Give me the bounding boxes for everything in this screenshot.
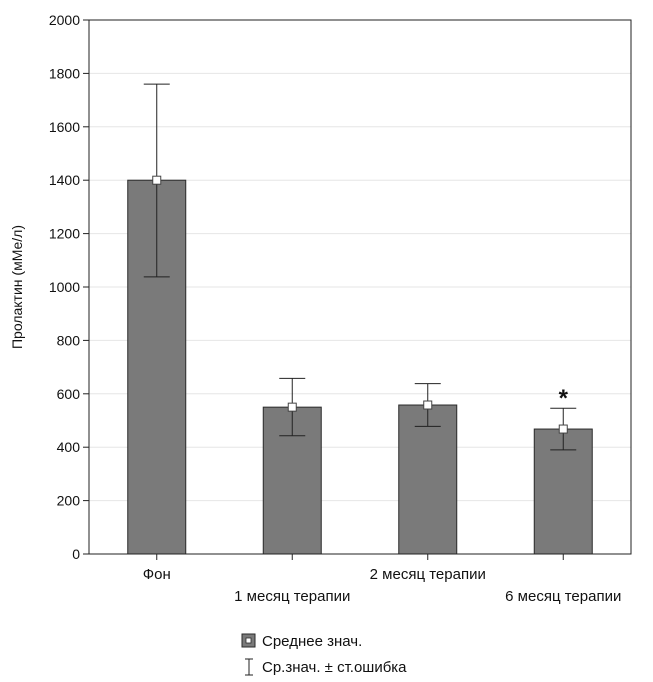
- y-tick-label: 2000: [49, 12, 80, 28]
- legend-error-label: Ср.знач. ± ст.ошибка: [262, 659, 407, 676]
- mean-marker: [287, 402, 297, 412]
- y-tick-label: 800: [57, 332, 81, 348]
- y-axis-ticks: 0 200 400 600 800 1000 1200 1400 1600 1800 2000: [49, 12, 89, 562]
- y-tick-label: 1800: [49, 65, 80, 81]
- y-tick-label: 400: [57, 439, 81, 455]
- error-bars: [143, 83, 577, 451]
- x-tick-label: 1 месяц терапии: [234, 588, 350, 605]
- y-tick-label: 1600: [49, 119, 80, 135]
- y-tick-label: 1400: [49, 172, 80, 188]
- bar: [398, 404, 458, 555]
- y-tick-label: 0: [72, 546, 80, 562]
- mean-marker: [152, 175, 162, 185]
- x-axis-ticks: Фон 1 месяц терапии 2 месяц терапии 6 месяц…: [143, 554, 621, 605]
- y-tick-label: 200: [57, 493, 81, 509]
- y-tick-label: 1200: [49, 226, 80, 242]
- legend-mean-marker: [245, 637, 252, 644]
- x-tick-label: Фон: [143, 566, 171, 583]
- y-axis-label: Пролактин (мМе/л): [9, 225, 25, 349]
- legend: Среднее знач. Ср.знач. ± ст.ошибка: [241, 633, 407, 676]
- legend-error-symbol: [245, 658, 253, 676]
- y-tick-label: 1000: [49, 279, 80, 295]
- annotations: *: [559, 385, 569, 412]
- mean-marker: [423, 400, 433, 410]
- mean-marker: [558, 424, 568, 434]
- bars: [127, 179, 593, 555]
- x-tick-label: 2 месяц терапии: [370, 566, 486, 583]
- y-tick-label: 600: [57, 386, 81, 402]
- legend-mean-label: Среднее знач.: [262, 633, 362, 650]
- significance-marker: *: [559, 385, 569, 412]
- x-tick-label: 6 месяц терапии: [505, 588, 621, 605]
